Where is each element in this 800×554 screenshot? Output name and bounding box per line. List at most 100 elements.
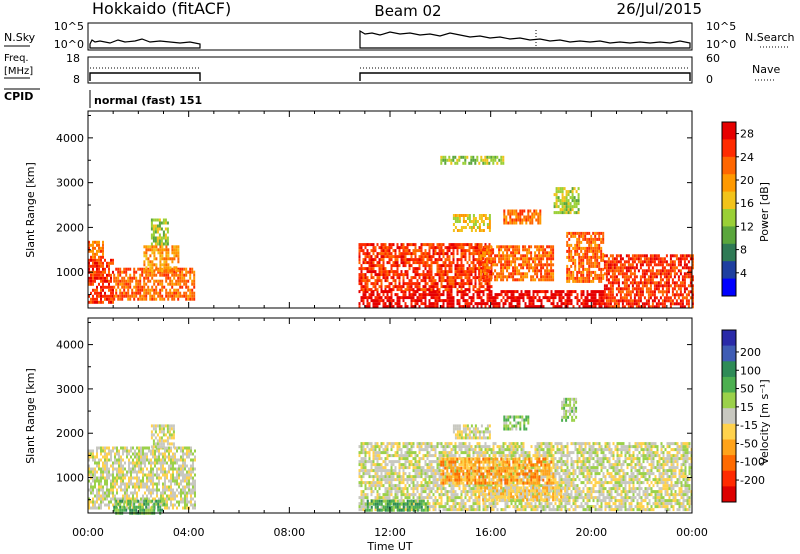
power-cell [588, 267, 591, 271]
power-cell [438, 243, 441, 247]
velocity-cell [108, 473, 110, 477]
power-cell [605, 296, 608, 300]
velocity-cell [384, 466, 387, 470]
velocity-cell [151, 505, 154, 509]
power-cell [143, 282, 146, 286]
velocity-cell [172, 491, 174, 495]
power-cell [414, 273, 417, 277]
power-cell [434, 258, 437, 262]
power-cell [514, 269, 517, 273]
power-cell [552, 302, 555, 306]
velocity-cell [358, 451, 361, 455]
velocity-cell [130, 455, 132, 459]
power-cell [177, 257, 180, 261]
power-cell [386, 290, 389, 294]
power-cell [420, 302, 423, 306]
power-cell [537, 215, 540, 219]
power-cell [510, 290, 513, 294]
velocity-cell [182, 485, 184, 489]
power-cell [607, 263, 610, 267]
velocity-cell [134, 452, 136, 456]
power-cell [115, 294, 118, 298]
power-cell [508, 266, 511, 270]
velocity-cell [172, 497, 174, 501]
power-cell [528, 299, 531, 303]
power-cell [380, 249, 383, 253]
velocity-cell [152, 449, 154, 453]
velocity-cell [180, 470, 182, 474]
power-cell [567, 190, 570, 194]
velocity-cell [400, 454, 403, 458]
velocity-cell [376, 451, 379, 455]
power-cell [538, 248, 541, 252]
velocity-cell [126, 506, 128, 510]
velocity-cell [92, 503, 94, 507]
power-cell [637, 299, 640, 303]
power-cell [598, 261, 601, 265]
power-cell [163, 273, 166, 277]
velocity-cell [410, 445, 413, 449]
power-cell [123, 267, 126, 271]
power-cell [611, 299, 614, 303]
velocity-cell [132, 458, 134, 462]
power-cell [145, 294, 148, 298]
power-cell [617, 281, 620, 285]
power-cell [629, 281, 632, 285]
power-cell [508, 254, 511, 258]
power-cell [173, 254, 176, 258]
power-cell [460, 261, 463, 265]
power-cell [655, 302, 658, 306]
power-cell [677, 302, 680, 306]
power-cell [444, 252, 447, 256]
power-cell [378, 276, 381, 280]
velocity-cell [150, 473, 152, 477]
power-cell [657, 260, 660, 264]
power-cell [687, 299, 690, 303]
power-cell [590, 249, 593, 253]
power-cell [169, 279, 172, 283]
power-cell [149, 294, 152, 298]
power-cell [460, 252, 463, 256]
power-cell [528, 251, 531, 255]
power-cell [452, 276, 455, 280]
velocity-cell [155, 499, 158, 503]
power-cell [426, 255, 429, 259]
power-cell [125, 294, 128, 298]
power-cell [510, 272, 513, 276]
power-cell [400, 252, 403, 256]
velocity-cell [92, 452, 94, 456]
power-cell [492, 296, 495, 300]
velocity-cell [130, 470, 132, 474]
velocity-cell [182, 458, 184, 462]
power-cell [552, 299, 555, 303]
power-cell [476, 226, 479, 229]
power-cell [398, 305, 401, 309]
velocity-cell [360, 451, 363, 455]
velocity-cell [150, 430, 153, 434]
velocity-cell [190, 458, 192, 462]
power-cell [470, 252, 473, 256]
power-cell [98, 270, 100, 274]
velocity-cell [368, 469, 371, 473]
power-cell [164, 242, 167, 246]
velocity-cell [98, 497, 100, 501]
power-cell [420, 288, 423, 292]
velocity-cell [192, 488, 194, 492]
power-cell [358, 261, 361, 265]
velocity-cell [162, 488, 164, 492]
power-cell [639, 296, 642, 300]
velocity-cell [154, 430, 157, 434]
power-cell [691, 266, 694, 270]
power-cell [532, 296, 535, 300]
velocity-cell [182, 488, 184, 492]
power-cell [637, 281, 640, 285]
power-cell [568, 273, 571, 277]
power-cell [536, 245, 539, 249]
power-cell [687, 305, 690, 309]
velocity-cell [366, 481, 369, 485]
power-cell [380, 282, 383, 286]
velocity-cell [408, 466, 411, 470]
power-cell [119, 297, 122, 301]
power-cell [374, 305, 377, 309]
